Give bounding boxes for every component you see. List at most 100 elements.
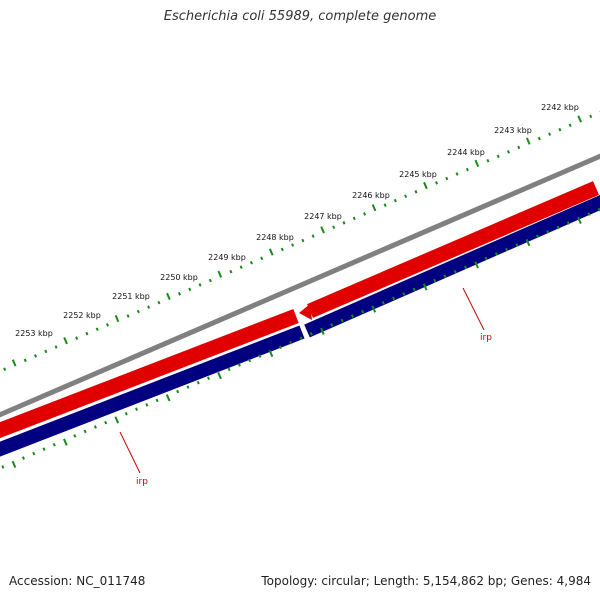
ruler-tick [136, 309, 140, 314]
inner-ruler-tick [52, 442, 56, 447]
inner-ruler-tick [227, 367, 231, 372]
ruler-tick [383, 203, 387, 207]
inner-ruler-tick [63, 438, 68, 446]
ruler-tick [280, 247, 284, 252]
forward-feature-bar [0, 309, 299, 439]
inner-ruler-tick [587, 212, 591, 216]
ruler-tick [568, 123, 572, 128]
inner-ruler-tick [402, 292, 406, 296]
inner-ruler-tick [124, 411, 128, 416]
ruler-tick-label: 2252 kbp [63, 311, 101, 320]
ruler-tick-label: 2243 kbp [494, 126, 532, 135]
ruler-tick [371, 204, 377, 212]
feature-callouts: irp irp [119, 287, 492, 487]
inner-ruler-tick [42, 447, 46, 451]
feature-label: irp [480, 333, 492, 343]
inner-ruler-tick [350, 314, 354, 318]
inner-ruler-tick [433, 278, 437, 283]
inner-ruler-tick [1, 465, 5, 469]
reverse-feature-track [0, 194, 600, 457]
inner-ruler-tick [248, 358, 252, 363]
ruler-tick [11, 359, 17, 367]
forward-feature-track [0, 181, 599, 439]
ruler-tick-label: 2249 kbp [208, 253, 246, 262]
ruler-tick [474, 159, 480, 167]
inner-ruler-tick [474, 261, 479, 269]
inner-ruler-tick [237, 363, 241, 367]
ruler-tick-label: 2246 kbp [352, 191, 390, 200]
ruler-tick [558, 127, 562, 132]
forward-feature-bar [307, 181, 599, 318]
inner-ruler-tick [32, 451, 36, 456]
ruler-tick-label: 2242 kbp [541, 103, 579, 112]
ruler-tick [435, 181, 439, 185]
ruler-tick [268, 248, 274, 256]
inner-ruler-tick [155, 398, 159, 403]
inner-ruler-tick [21, 456, 25, 460]
ruler-tick [44, 349, 48, 354]
ruler-tick [188, 287, 192, 292]
ruler-tick [342, 221, 346, 225]
ruler-tick [291, 243, 295, 247]
inner-tick-ring [1, 207, 600, 469]
ruler-tick [506, 150, 510, 154]
ruler-tick [393, 198, 397, 203]
inner-ruler-tick [422, 283, 428, 291]
inner-ruler-tick [217, 372, 222, 380]
ruler-tick [105, 323, 110, 327]
ruler-tick [548, 132, 552, 136]
ruler-tick [217, 270, 223, 278]
inner-ruler-tick [330, 323, 334, 327]
ruler-tick [85, 331, 89, 336]
forward-feature-arrowhead [299, 304, 312, 320]
ruler-tick [239, 265, 243, 269]
inner-ruler-tick [83, 429, 87, 434]
ruler-tick [445, 176, 449, 181]
ruler-tick [577, 115, 582, 123]
inner-ruler-tick [299, 336, 303, 341]
inner-ruler-tick [196, 380, 200, 385]
ruler-tick [166, 292, 171, 300]
ruler-tick [486, 158, 490, 163]
outer-tick-ring [3, 110, 600, 371]
ruler-tick [54, 345, 58, 349]
ruler-tick [114, 314, 120, 323]
ruler-tick-label: 2248 kbp [256, 233, 294, 242]
ruler-tick [465, 167, 469, 172]
inner-ruler-tick [361, 309, 365, 314]
inner-ruler-tick [392, 296, 396, 301]
inner-ruler-tick [556, 225, 560, 230]
ruler-tick [414, 190, 418, 194]
inner-ruler-tick [577, 216, 582, 225]
genome-backbone [0, 153, 600, 418]
ruler-tick [208, 278, 212, 283]
inner-ruler-tick [536, 234, 540, 239]
inner-ruler-tick [320, 327, 325, 335]
inner-ruler-tick [165, 394, 171, 402]
ruler-tick [249, 260, 253, 265]
ruler-tick [95, 327, 99, 332]
ruler-tick [157, 300, 161, 305]
page-title: Escherichia coli 55989, complete genome [163, 9, 437, 24]
inner-ruler-tick [371, 305, 377, 313]
inner-ruler-tick [176, 389, 180, 394]
inner-ruler-tick [186, 385, 190, 389]
ruler-tick [455, 172, 459, 176]
feature-callout-line [462, 287, 485, 331]
reverse-feature-bar [304, 194, 600, 338]
ruler-tick-label: 2244 kbp [447, 148, 485, 157]
inner-ruler-tick [566, 221, 570, 225]
inner-ruler-tick [505, 247, 509, 252]
inner-ruler-tick [381, 301, 385, 305]
ruler-tick-label: 2245 kbp [399, 170, 437, 179]
ruler-tick [126, 314, 130, 318]
inner-ruler-tick [289, 340, 293, 345]
ruler-tick [147, 305, 151, 309]
inner-ruler-tick [104, 420, 108, 425]
ruler-tick [537, 136, 541, 141]
feature-label: irp [136, 477, 148, 487]
ruler-tick [352, 216, 356, 221]
ruler-tick [404, 194, 408, 198]
ruler-labels: 2242 kbp 2243 kbp 2244 kbp 2245 kbp 2246 kbp… [15, 103, 579, 338]
